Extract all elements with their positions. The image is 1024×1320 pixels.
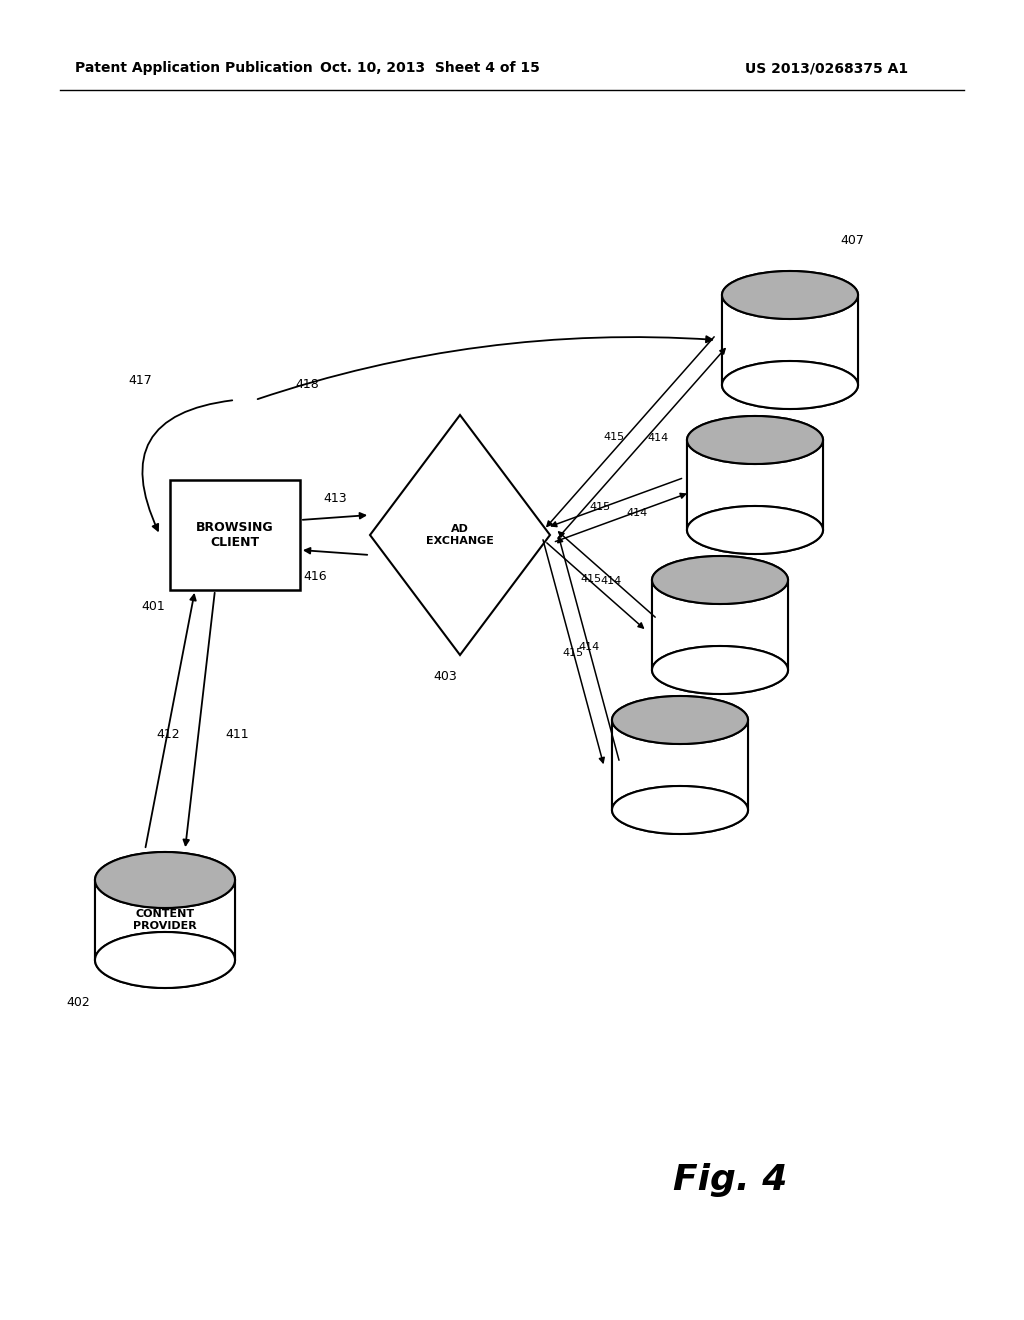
Text: 415: 415 xyxy=(562,648,584,657)
Text: US 2013/0268375 A1: US 2013/0268375 A1 xyxy=(745,61,908,75)
Text: 415: 415 xyxy=(590,503,610,512)
Polygon shape xyxy=(722,294,858,385)
Bar xyxy=(170,480,300,590)
Text: 412: 412 xyxy=(157,729,180,742)
Text: 414: 414 xyxy=(601,576,622,586)
FancyArrowPatch shape xyxy=(142,400,232,531)
Text: 401: 401 xyxy=(141,601,165,612)
Ellipse shape xyxy=(687,416,823,465)
Ellipse shape xyxy=(652,645,788,694)
Text: 414: 414 xyxy=(647,433,669,442)
Text: 415: 415 xyxy=(581,574,601,583)
Ellipse shape xyxy=(95,932,234,987)
Text: 406: 406 xyxy=(825,388,849,401)
Ellipse shape xyxy=(722,271,858,319)
Text: Fig. 4: Fig. 4 xyxy=(673,1163,787,1197)
Text: 411: 411 xyxy=(225,729,249,742)
Text: Oct. 10, 2013  Sheet 4 of 15: Oct. 10, 2013 Sheet 4 of 15 xyxy=(321,61,540,75)
Text: 417: 417 xyxy=(128,374,152,387)
Polygon shape xyxy=(652,579,788,671)
Text: 418: 418 xyxy=(295,379,318,392)
Text: 403: 403 xyxy=(433,671,457,682)
Ellipse shape xyxy=(652,556,788,605)
Ellipse shape xyxy=(652,645,788,694)
Text: AD
EXCHANGE: AD EXCHANGE xyxy=(426,524,494,545)
Text: 413: 413 xyxy=(324,492,347,506)
Text: 415: 415 xyxy=(604,432,625,442)
Text: 404: 404 xyxy=(720,664,743,676)
Ellipse shape xyxy=(612,696,748,744)
Ellipse shape xyxy=(612,785,748,834)
Ellipse shape xyxy=(687,506,823,554)
Text: 414: 414 xyxy=(627,507,647,517)
Text: 405: 405 xyxy=(800,524,824,536)
Polygon shape xyxy=(612,719,748,810)
Polygon shape xyxy=(95,880,234,960)
Text: CONTENT
PROVIDER: CONTENT PROVIDER xyxy=(133,909,197,931)
Ellipse shape xyxy=(687,416,823,465)
Ellipse shape xyxy=(95,851,234,908)
Text: 414: 414 xyxy=(579,642,599,652)
Text: BROWSING
CLIENT: BROWSING CLIENT xyxy=(197,521,273,549)
Ellipse shape xyxy=(612,785,748,834)
Text: Patent Application Publication: Patent Application Publication xyxy=(75,61,312,75)
Polygon shape xyxy=(370,414,550,655)
Ellipse shape xyxy=(95,932,234,987)
Ellipse shape xyxy=(722,360,858,409)
Ellipse shape xyxy=(612,696,748,744)
Ellipse shape xyxy=(652,556,788,605)
Ellipse shape xyxy=(687,506,823,554)
Ellipse shape xyxy=(722,271,858,319)
FancyArrowPatch shape xyxy=(258,337,713,399)
Ellipse shape xyxy=(722,360,858,409)
Text: 416: 416 xyxy=(303,570,327,583)
Text: 402: 402 xyxy=(67,997,90,1008)
Ellipse shape xyxy=(95,851,234,908)
Polygon shape xyxy=(687,440,823,531)
Text: 407: 407 xyxy=(840,234,864,247)
